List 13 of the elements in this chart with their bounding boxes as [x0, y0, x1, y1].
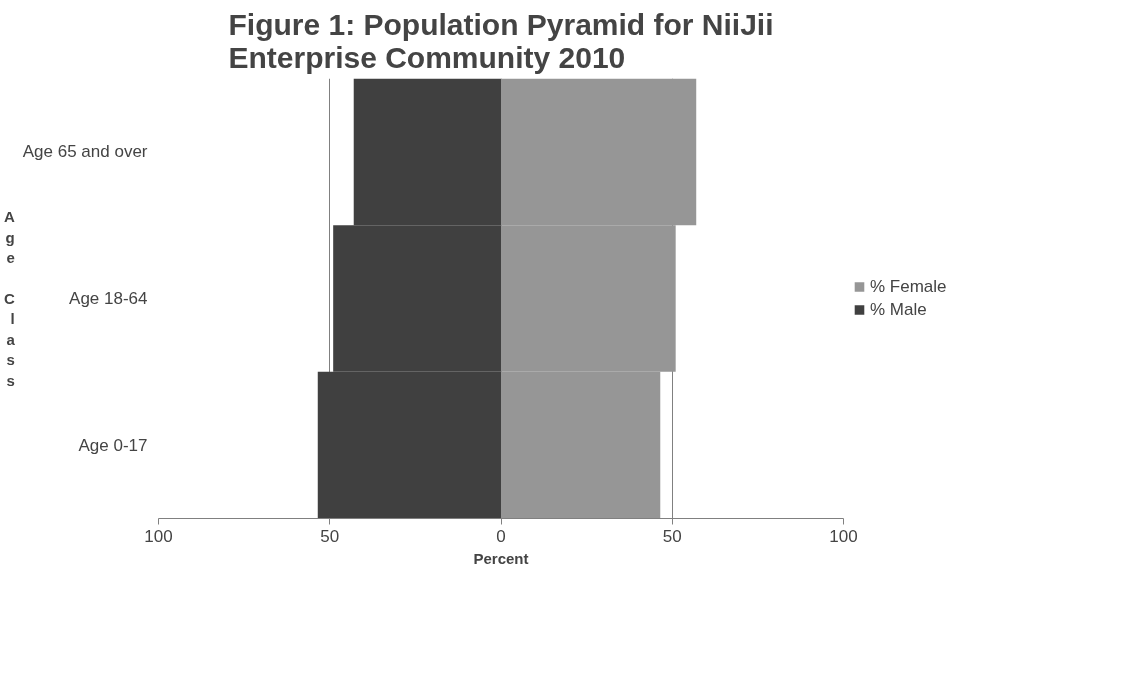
legend-label: % Female	[870, 276, 947, 297]
y-tick-label: Age 18-64	[69, 289, 148, 308]
y-tick-label: Age 0-17	[78, 435, 148, 455]
x-tick-label: 0	[496, 526, 506, 546]
x-axis-title: Percent	[473, 549, 529, 567]
x-tick-label: 100	[829, 526, 858, 546]
x-tick-label: 50	[662, 526, 682, 546]
chart-title: Figure 1: Population Pyramid for NiiJii Enterprise Community 2010	[228, 7, 774, 74]
legend-label: % Male	[870, 299, 927, 320]
x-tick-label: 100	[144, 526, 173, 546]
x-tick-label: 50	[320, 526, 340, 546]
y-tick-label: Age 65 and over	[22, 142, 148, 162]
text: Age Class	[3, 208, 15, 389]
